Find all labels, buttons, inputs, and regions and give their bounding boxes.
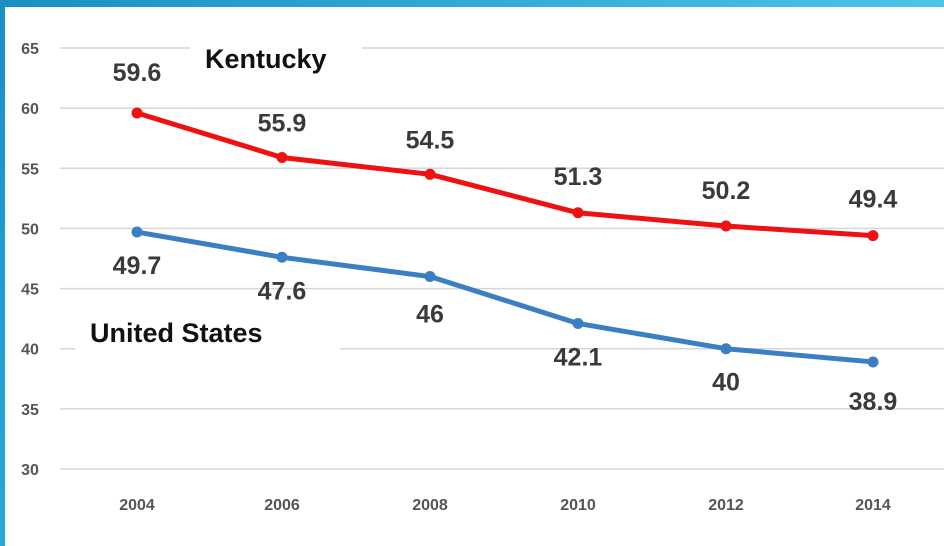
data-label: 46 <box>416 301 444 329</box>
x-tick-label: 2008 <box>412 497 448 514</box>
data-label: 49.7 <box>113 252 162 280</box>
data-point <box>131 107 143 119</box>
data-label: 55.9 <box>258 109 307 137</box>
data-label: 42.1 <box>554 343 603 371</box>
data-point <box>720 220 732 232</box>
data-point <box>572 317 584 329</box>
y-tick-label: 50 <box>21 221 39 238</box>
data-label: 47.6 <box>258 277 307 305</box>
x-tick-label: 2010 <box>560 497 596 514</box>
data-point <box>867 356 879 368</box>
y-tick-label: 40 <box>21 342 39 359</box>
data-point <box>276 151 288 163</box>
slide-top-border <box>0 0 944 7</box>
series-lines <box>134 110 876 365</box>
x-tick-label: 2006 <box>264 497 300 514</box>
data-label: 51.3 <box>554 163 603 191</box>
x-axis-ticks: 2004 2006 2008 2010 2012 2014 <box>119 497 891 514</box>
y-tick-label: 60 <box>21 101 39 118</box>
series-points <box>131 107 879 368</box>
y-axis-ticks: 30 35 40 45 50 55 60 65 <box>21 41 39 479</box>
y-tick-label: 30 <box>21 462 39 479</box>
y-tick-label: 45 <box>21 282 39 299</box>
data-label: 59.6 <box>113 59 162 87</box>
data-label: 40 <box>712 369 740 397</box>
data-label: 50.2 <box>702 177 751 205</box>
y-tick-label: 35 <box>21 402 39 419</box>
series-line <box>134 229 876 365</box>
data-point <box>424 271 436 283</box>
x-tick-label: 2014 <box>855 497 891 514</box>
data-label: 38.9 <box>849 388 898 416</box>
series-name-labels: Kentucky United States <box>75 28 362 360</box>
data-labels: 59.6 55.9 54.5 51.3 50.2 49.4 49.7 47.6 46 42.1 40… <box>113 59 898 416</box>
series-name: United States <box>90 318 263 348</box>
slide-left-border <box>0 0 5 546</box>
data-point <box>720 343 732 355</box>
series-name-background <box>190 28 362 78</box>
data-point <box>572 207 584 219</box>
y-tick-label: 65 <box>21 41 39 58</box>
data-point <box>424 168 436 180</box>
data-label: 54.5 <box>406 126 455 154</box>
data-label: 49.4 <box>849 186 898 214</box>
series-name-background <box>75 305 340 360</box>
data-point <box>867 230 879 242</box>
x-tick-label: 2004 <box>119 497 155 514</box>
series-line <box>134 110 876 239</box>
gridlines <box>60 47 944 470</box>
data-point <box>276 251 288 263</box>
data-point <box>131 226 143 238</box>
x-tick-label: 2012 <box>708 497 744 514</box>
series-name: Kentucky <box>205 44 327 74</box>
y-tick-label: 55 <box>21 161 39 178</box>
